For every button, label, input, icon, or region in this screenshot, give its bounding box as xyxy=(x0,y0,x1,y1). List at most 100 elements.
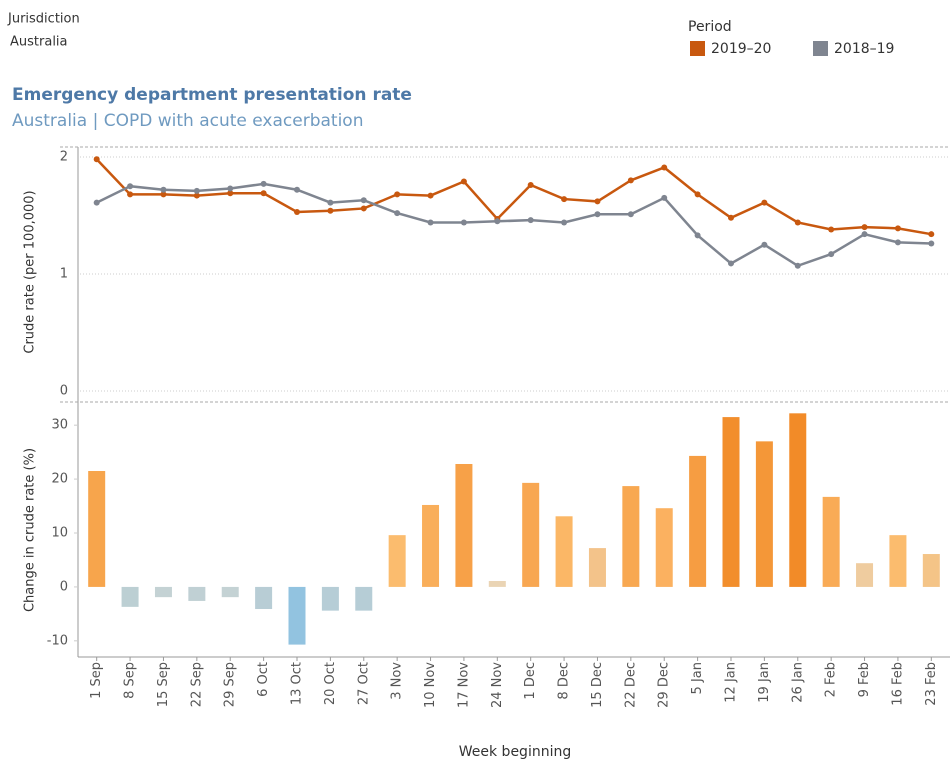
y-tick-label: 1 xyxy=(60,266,68,281)
y-tick-label: 10 xyxy=(51,526,68,541)
x-tick-label: 20 Oct xyxy=(323,662,338,705)
point xyxy=(761,199,768,206)
point xyxy=(894,225,901,232)
point xyxy=(728,260,734,267)
point xyxy=(160,191,167,198)
x-tick-label: 8 Dec xyxy=(557,662,572,700)
point xyxy=(227,185,234,192)
point xyxy=(193,192,200,199)
x-axis-label: Week beginning xyxy=(459,744,571,760)
x-tick-label: 8 Sep xyxy=(123,662,138,699)
point xyxy=(661,194,668,201)
point xyxy=(527,217,534,224)
point xyxy=(861,224,868,231)
point xyxy=(527,182,534,189)
point xyxy=(861,231,868,238)
chart-title: Emergency department presentation rate xyxy=(12,85,412,105)
point xyxy=(794,262,801,269)
point xyxy=(427,219,434,226)
point xyxy=(561,219,568,226)
legend-entry: 2019–20 xyxy=(711,41,771,57)
point xyxy=(294,186,300,193)
x-tick-label: 6 Oct xyxy=(256,662,271,697)
y-tick-label: 2 xyxy=(60,149,68,164)
bar xyxy=(588,548,606,587)
point xyxy=(494,218,501,225)
point xyxy=(728,214,734,221)
bar xyxy=(822,496,840,587)
point xyxy=(761,241,768,248)
x-tick-label: 17 Nov xyxy=(456,662,471,708)
point xyxy=(327,199,334,206)
x-tick-label: 29 Dec xyxy=(657,662,672,708)
bar xyxy=(188,586,206,601)
point xyxy=(794,219,801,226)
x-tick-label: 22 Sep xyxy=(189,662,204,707)
x-tick-label: 1 Dec xyxy=(523,662,538,700)
bar xyxy=(755,441,773,587)
x-tick-label: 10 Nov xyxy=(423,662,438,708)
point xyxy=(894,239,901,246)
point xyxy=(193,187,200,194)
x-tick-label: 16 Feb xyxy=(890,662,905,706)
point xyxy=(360,197,367,204)
bar xyxy=(154,586,172,598)
y-tick-label: 30 xyxy=(51,418,68,433)
point xyxy=(460,219,467,226)
bar xyxy=(121,586,139,607)
bar xyxy=(689,455,707,587)
point xyxy=(694,191,701,198)
bar xyxy=(221,586,239,598)
point xyxy=(127,191,134,198)
point xyxy=(394,191,401,198)
x-tick-label: 29 Sep xyxy=(223,662,238,707)
x-tick-label: 15 Dec xyxy=(590,662,605,708)
filter-label: Jurisdiction xyxy=(7,12,80,27)
bar xyxy=(422,504,440,587)
bar xyxy=(856,563,874,587)
point xyxy=(661,164,668,171)
x-tick-label: 13 Oct xyxy=(290,662,305,705)
x-tick-label: 2 Feb xyxy=(824,662,839,697)
legend-title: Period xyxy=(688,19,732,35)
x-tick-label: 12 Jan xyxy=(724,662,739,703)
x-tick-label: 15 Sep xyxy=(156,662,171,707)
y-tick-label: 20 xyxy=(51,472,68,487)
point xyxy=(427,192,434,199)
point xyxy=(594,198,601,205)
bar xyxy=(321,586,339,611)
y-tick-label: 0 xyxy=(60,383,68,398)
x-tick-label: 22 Dec xyxy=(623,662,638,708)
point xyxy=(394,210,401,217)
y-axis-label: Crude rate (per 100,000) xyxy=(23,190,38,353)
bar xyxy=(655,508,673,587)
legend-swatch xyxy=(813,41,828,56)
point xyxy=(260,190,267,197)
point xyxy=(227,190,234,197)
point xyxy=(294,208,300,215)
x-tick-label: 1 Sep xyxy=(89,662,104,699)
bar xyxy=(355,586,373,611)
point xyxy=(93,199,100,206)
bar xyxy=(922,554,940,587)
x-tick-label: 27 Oct xyxy=(356,662,371,705)
point xyxy=(460,178,467,185)
chart-subtitle: Australia | COPD with acute exacerbation xyxy=(12,111,363,131)
point xyxy=(828,251,835,258)
bar xyxy=(555,516,573,587)
y-tick-label: -10 xyxy=(47,633,68,648)
x-tick-label: 24 Nov xyxy=(490,662,505,708)
y-tick-label: 0 xyxy=(60,579,68,594)
point xyxy=(160,186,167,193)
line xyxy=(96,182,932,268)
bar xyxy=(789,413,807,587)
point xyxy=(327,207,334,214)
bar xyxy=(722,417,740,587)
point xyxy=(260,180,267,187)
legend-entry: 2018–19 xyxy=(834,41,894,57)
point xyxy=(360,205,367,212)
point xyxy=(561,196,568,203)
legend-swatch xyxy=(690,41,705,56)
point xyxy=(928,231,935,238)
